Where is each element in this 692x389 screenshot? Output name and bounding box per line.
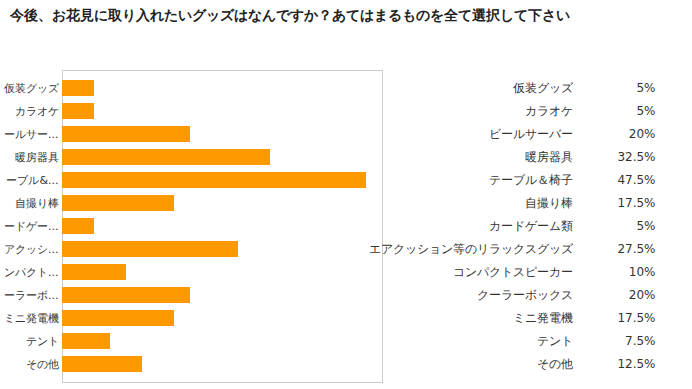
svg-text:クーラーボックス: クーラーボックス bbox=[477, 288, 573, 302]
svg-text:47.5%: 47.5% bbox=[617, 173, 655, 187]
svg-text:5%: 5% bbox=[636, 219, 655, 233]
svg-text:カラオケ: カラオケ bbox=[15, 105, 59, 118]
svg-text:テント: テント bbox=[26, 335, 59, 348]
svg-text:5%: 5% bbox=[636, 81, 655, 95]
svg-text:ミニ発電機: ミニ発電機 bbox=[4, 312, 59, 325]
svg-text:エアクッション等のリラックスグッズ: エアクッション等のリラックスグッズ bbox=[369, 242, 574, 256]
svg-text:ーブル&...: ーブル&... bbox=[6, 174, 58, 187]
svg-text:テーブル＆椅子: テーブル＆椅子 bbox=[489, 173, 573, 187]
svg-text:27.5%: 27.5% bbox=[617, 242, 655, 256]
svg-text:17.5%: 17.5% bbox=[617, 311, 655, 325]
svg-text:ミニ発電機: ミニ発電機 bbox=[513, 311, 573, 325]
svg-text:その他: その他 bbox=[537, 357, 573, 371]
svg-text:ンパクト...: ンパクト... bbox=[4, 266, 59, 279]
svg-text:自撮り棒: 自撮り棒 bbox=[15, 197, 59, 210]
svg-text:暖房器具: 暖房器具 bbox=[525, 150, 573, 164]
svg-text:20%: 20% bbox=[629, 127, 656, 141]
svg-text:コンパクトスピーカー: コンパクトスピーカー bbox=[453, 265, 573, 279]
svg-text:その他: その他 bbox=[26, 358, 59, 371]
svg-text:32.5%: 32.5% bbox=[617, 150, 655, 164]
svg-text:ビールサーバー: ビールサーバー bbox=[489, 127, 573, 141]
svg-text:仮装グッズ: 仮装グッズ bbox=[512, 81, 574, 95]
svg-text:アクッシ...: アクッシ... bbox=[4, 243, 59, 256]
svg-text:ーラーボ...: ーラーボ... bbox=[4, 289, 59, 302]
html-text:今後、お花見に取り入れたいグッズはなんですか？あてはまるもの: 今後、お花見に取り入れたいグッズはなんですか？あてはまるものを全て選択して下さい bbox=[10, 7, 570, 23]
svg-text:カードゲーム類: カードゲーム類 bbox=[489, 219, 573, 233]
svg-text:ードゲー...: ードゲー... bbox=[4, 220, 59, 233]
svg-text:12.5%: 12.5% bbox=[617, 357, 655, 371]
svg-text:20%: 20% bbox=[629, 288, 656, 302]
svg-text:暖房器具: 暖房器具 bbox=[15, 151, 59, 164]
svg-text:10%: 10% bbox=[629, 265, 656, 279]
svg-text:仮装グッズ: 仮装グッズ bbox=[4, 82, 60, 95]
svg-text:5%: 5% bbox=[636, 104, 655, 118]
svg-text:テント: テント bbox=[537, 334, 573, 348]
svg-text:ールサー...: ールサー... bbox=[4, 128, 59, 141]
svg-text:自撮り棒: 自撮り棒 bbox=[525, 196, 573, 210]
svg-text:7.5%: 7.5% bbox=[625, 334, 656, 348]
svg-text:17.5%: 17.5% bbox=[617, 196, 655, 210]
svg-text:カラオケ: カラオケ bbox=[525, 104, 573, 118]
